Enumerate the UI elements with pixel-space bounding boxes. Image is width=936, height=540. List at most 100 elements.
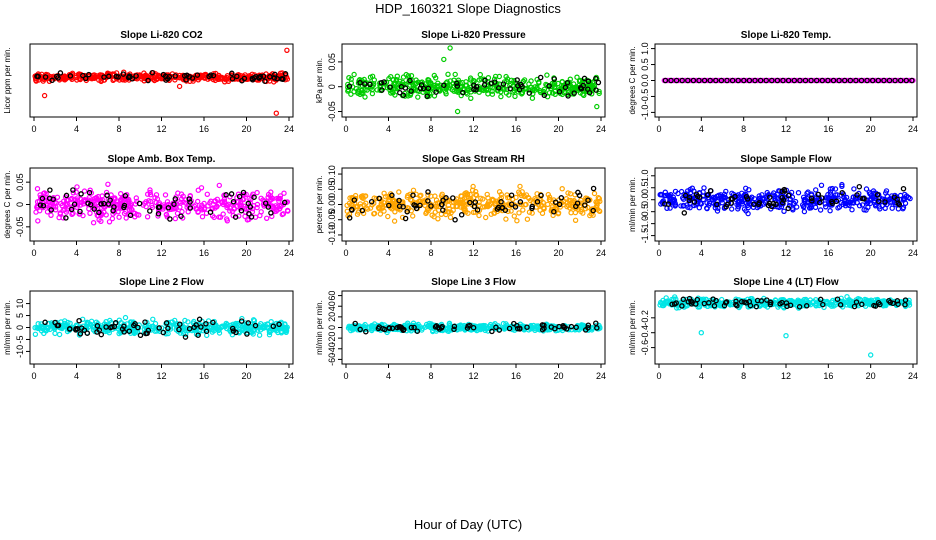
data-point: [32, 331, 39, 337]
data-point-black: [853, 77, 859, 84]
data-point: [63, 76, 69, 82]
data-point-black: [903, 77, 910, 84]
data-point: [799, 77, 805, 84]
data-point: [576, 78, 583, 84]
y-axis-label: ml/min per min.: [628, 300, 637, 355]
data-point: [279, 211, 285, 218]
data-point-black: [48, 207, 54, 213]
data-point-black: [122, 193, 129, 199]
y-tick-label: -0.2: [640, 310, 650, 326]
x-tick-label: 4: [386, 124, 391, 134]
data-point-black: [564, 79, 571, 86]
data-point: [687, 186, 693, 193]
x-tick-label: 8: [116, 124, 121, 134]
data-point-black: [398, 84, 405, 90]
x-tick-label: 16: [823, 124, 833, 134]
panel-title: Slope Line 2 Flow: [119, 277, 204, 288]
data-point-black: [774, 77, 781, 84]
x-tick-label: 20: [241, 371, 251, 381]
data-point: [150, 316, 156, 322]
data-point-black: [460, 89, 466, 96]
data-point: [514, 217, 520, 224]
data-point-black: [80, 72, 86, 79]
data-point-black: [575, 189, 581, 196]
data-point: [174, 210, 181, 217]
data-point: [772, 77, 778, 84]
data-point: [537, 89, 544, 96]
y-tick-label: -0.4: [640, 325, 650, 341]
data-point: [567, 191, 574, 197]
x-tick-label: 24: [908, 248, 918, 258]
data-point-black: [270, 323, 277, 330]
data-point: [685, 204, 691, 210]
data-point: [432, 193, 438, 199]
data-point: [764, 189, 770, 196]
x-axis: 0 4 8 12 16 20 24: [31, 364, 294, 381]
data-point-black: [39, 195, 46, 202]
y-axis: -0.05 0 0.05: [15, 173, 30, 237]
data-point: [504, 78, 510, 85]
outlier-point: [273, 110, 279, 116]
y-tick-label: -0.05: [15, 217, 25, 238]
data-point: [510, 89, 516, 95]
data-point: [98, 78, 104, 84]
data-point: [43, 191, 49, 197]
panel-7: Slope Line 2 Flow ml/min per min. 0 4 8 12 16 2…: [3, 277, 294, 381]
y-tick-label: 40: [327, 301, 337, 311]
data-point-black: [781, 188, 788, 194]
x-tick-label: 4: [386, 371, 391, 381]
data-point-black: [440, 197, 446, 204]
data-point: [199, 213, 206, 220]
panel-5: Slope Gas Stream RH percent per min. 0 4 8 12…: [315, 154, 606, 258]
data-point: [729, 190, 735, 196]
data-point-black: [63, 192, 70, 199]
data-point: [445, 71, 451, 78]
data-point: [674, 305, 680, 311]
data-point: [537, 195, 543, 202]
y-tick-label: -10: [15, 345, 25, 358]
data-point: [721, 194, 727, 201]
data-point: [859, 202, 866, 208]
data-point-black: [693, 191, 700, 197]
data-point-black: [451, 323, 458, 330]
data-point-black: [147, 208, 153, 214]
data-point-black: [394, 324, 400, 331]
y-tick-label: -40: [327, 342, 337, 355]
data-point: [269, 322, 275, 328]
data-point: [217, 214, 224, 220]
data-point-black: [163, 320, 170, 326]
data-point-black: [494, 206, 501, 212]
data-point-black: [70, 187, 76, 193]
x-axis: 0 4 8 12 16 20 24: [343, 241, 606, 258]
data-point: [169, 74, 175, 80]
data-point: [96, 216, 102, 223]
data-point-black: [590, 207, 596, 214]
data-point-black: [565, 93, 571, 99]
data-point-black: [397, 323, 403, 330]
data-point-black: [387, 84, 393, 90]
data-point: [738, 196, 744, 203]
data-point: [451, 77, 457, 83]
data-point: [464, 91, 470, 97]
y-tick-label: 0: [15, 325, 25, 330]
data-point-black: [791, 77, 798, 84]
data-point-black: [73, 325, 79, 332]
data-point: [277, 195, 283, 202]
data-points: [32, 47, 291, 116]
data-point-black: [512, 204, 519, 210]
y-axis-label: ml/min per min.: [3, 300, 12, 355]
data-point: [902, 200, 909, 206]
data-point: [220, 211, 226, 217]
data-point-black: [368, 198, 375, 205]
data-point-black: [785, 77, 792, 84]
y-tick-label: -1.0: [640, 216, 650, 232]
data-point-black: [707, 187, 714, 194]
data-point-black: [718, 77, 725, 84]
data-point: [750, 204, 757, 210]
data-point-black: [441, 82, 447, 89]
data-point: [81, 188, 88, 194]
data-point: [121, 210, 128, 217]
data-point: [415, 94, 421, 100]
data-point: [264, 215, 270, 221]
data-point: [405, 192, 411, 199]
